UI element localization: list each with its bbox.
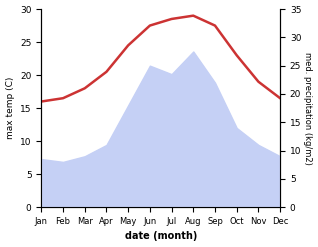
Y-axis label: med. precipitation (kg/m2): med. precipitation (kg/m2) (303, 52, 313, 165)
Y-axis label: max temp (C): max temp (C) (5, 77, 15, 139)
X-axis label: date (month): date (month) (125, 231, 197, 242)
